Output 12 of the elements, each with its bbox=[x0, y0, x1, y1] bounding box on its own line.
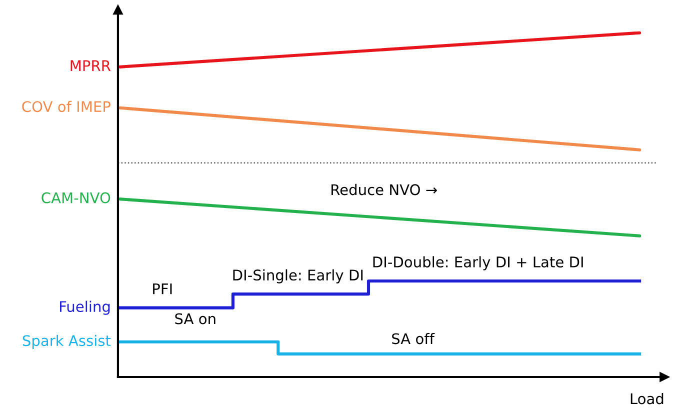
series-label: CAM-NVO bbox=[42, 192, 110, 204]
annotation: Reduce NVO → bbox=[332, 184, 437, 196]
x-axis-title: Load bbox=[630, 392, 664, 404]
annotation: SA on bbox=[175, 313, 216, 324]
series-label: Spark Assist bbox=[22, 334, 111, 349]
annotation: DI-Single: Early DI bbox=[233, 269, 363, 284]
annotation: DI-Double: Early DI + Late DI bbox=[373, 256, 583, 270]
annotation: SA off bbox=[392, 332, 435, 344]
series-label: COV of IMEP bbox=[22, 100, 110, 112]
series-label: Fueling bbox=[60, 300, 110, 315]
series-label: MPRR bbox=[70, 60, 111, 71]
annotation: PFI bbox=[153, 283, 172, 294]
